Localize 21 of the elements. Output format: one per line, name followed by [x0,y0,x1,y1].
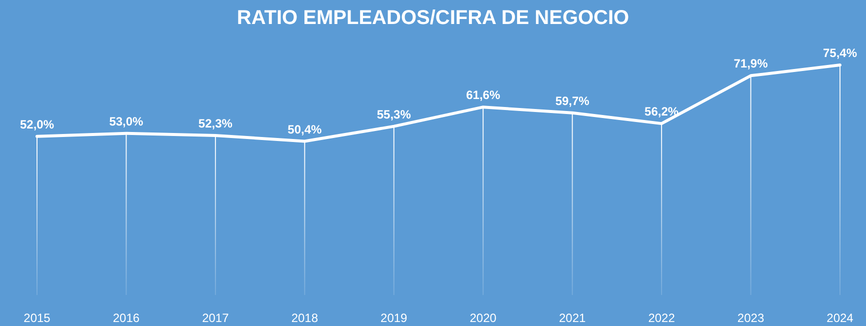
data-label: 55,3% [376,107,412,122]
x-tick-label: 2020 [470,311,497,325]
x-tick-label: 2019 [380,311,408,325]
data-label: 71,9% [734,56,768,71]
data-label: 56,2% [644,104,679,119]
x-tick-label: 2016 [112,311,140,325]
chart-title: RATIO EMPLEADOS/CIFRA DE NEGOCIO [236,7,630,29]
x-tick-label: 2023 [737,311,764,325]
x-tick-label: 2017 [202,311,230,325]
x-tick-label: 2015 [24,311,51,325]
data-label: 61,6% [466,88,500,102]
data-label: 59,7% [555,94,590,108]
data-label: 52,0% [20,117,54,132]
data-label: 50,4% [288,122,322,136]
x-tick-label: 2022 [648,311,676,325]
x-tick-label: 2021 [558,311,586,325]
data-label: 53,0% [109,114,144,128]
data-label: 75,4% [822,46,858,60]
data-label: 52,3% [198,116,233,130]
x-tick-label: 2024 [826,311,854,325]
x-tick-label: 2018 [291,311,318,325]
